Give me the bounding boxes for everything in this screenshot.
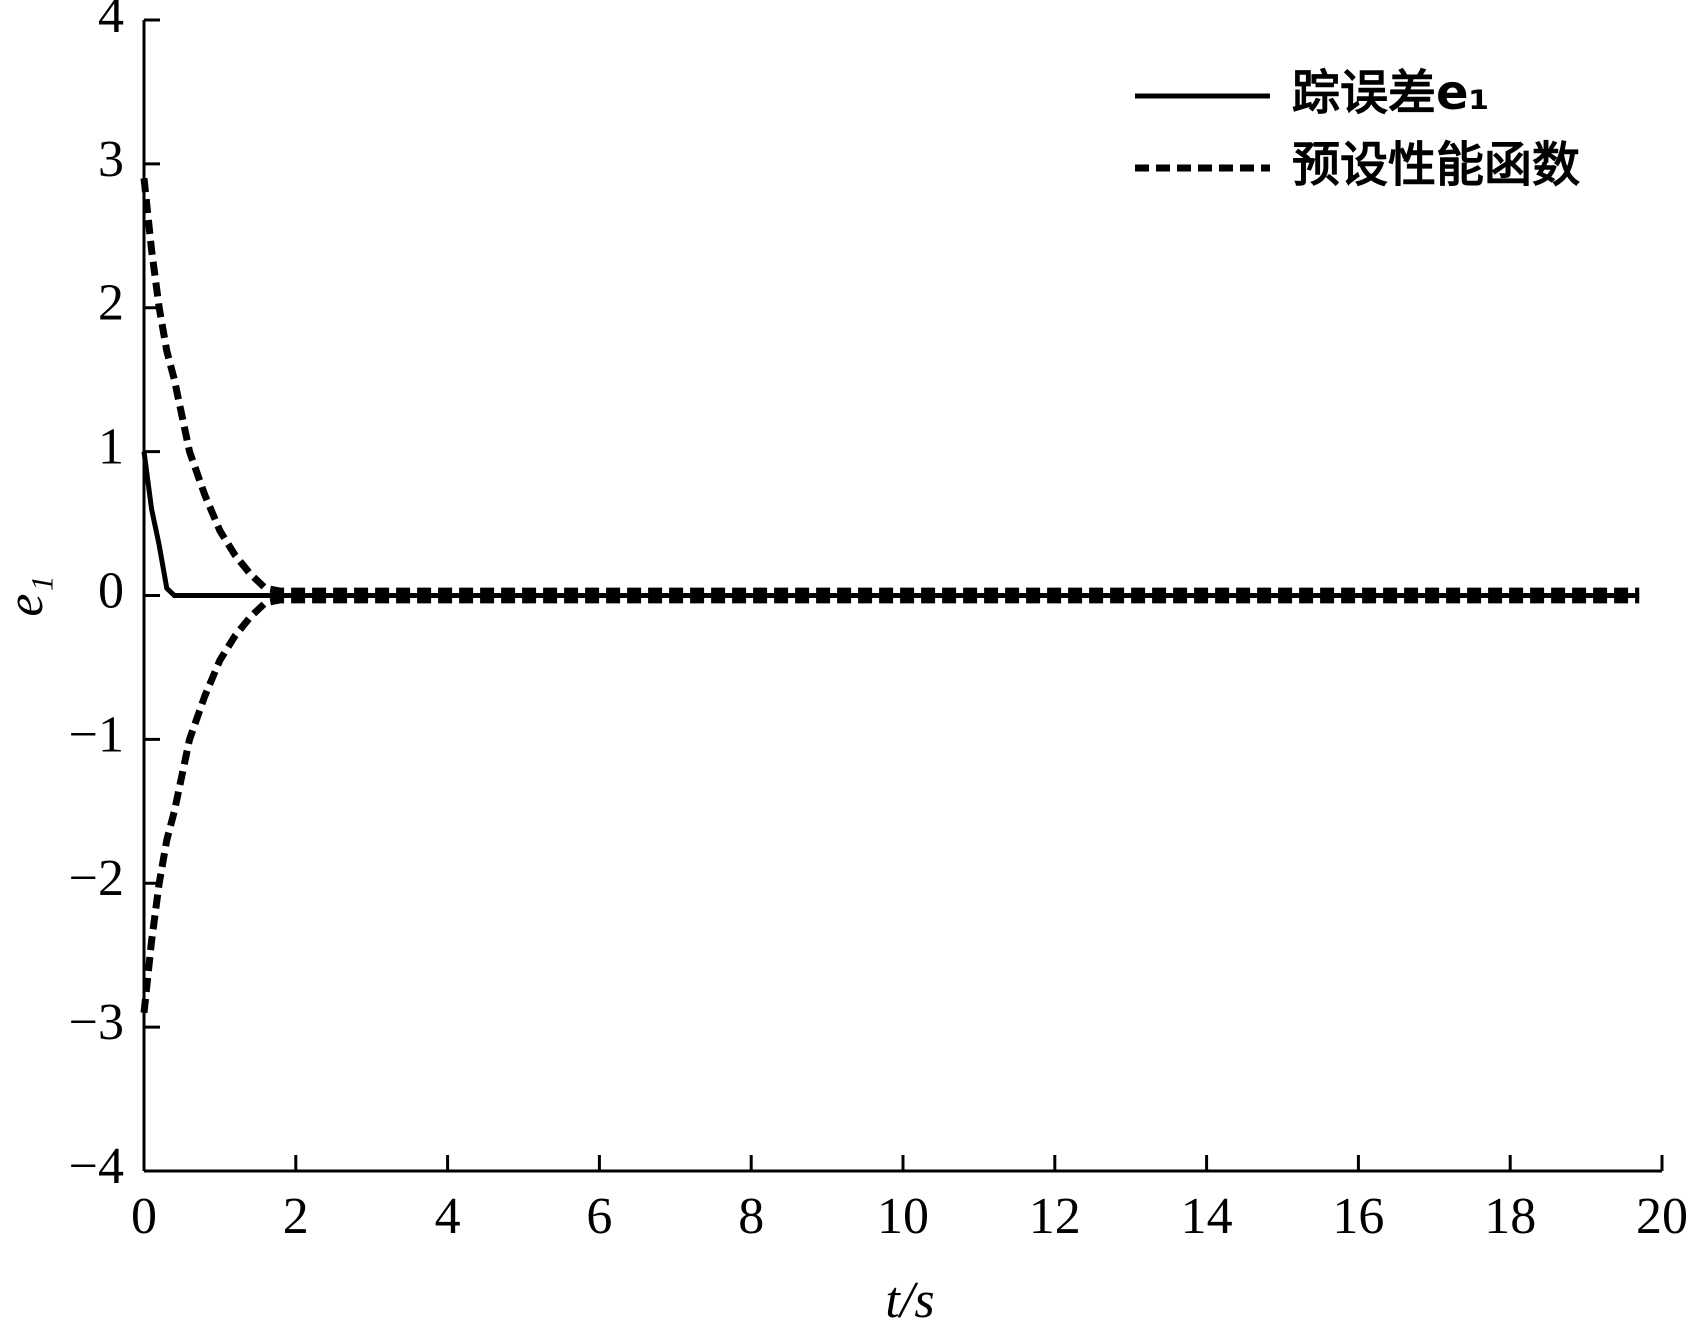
x-tick-label: 8 xyxy=(738,1188,764,1245)
x-tick-label: 12 xyxy=(1029,1188,1081,1245)
y-tick-label: −2 xyxy=(69,850,124,907)
y-tick-label: −4 xyxy=(69,1138,124,1195)
y-axis-label: e₁ xyxy=(0,575,54,616)
y-tick-label: 3 xyxy=(98,131,124,188)
x-axis-label: t/s xyxy=(885,1272,934,1329)
legend-label: 踪误差e₁ xyxy=(1292,65,1490,121)
y-tick-label: −1 xyxy=(69,706,124,763)
y-tick-label: −3 xyxy=(69,994,124,1051)
x-tick-label: 10 xyxy=(877,1188,929,1245)
x-tick-label: 20 xyxy=(1636,1188,1688,1245)
series-line xyxy=(141,451,1640,598)
x-tick-label: 14 xyxy=(1181,1188,1233,1245)
y-tick-label: 2 xyxy=(98,275,124,332)
y-tick-label: 0 xyxy=(98,562,124,619)
x-tick-label: 16 xyxy=(1332,1188,1384,1245)
series-line xyxy=(140,177,1640,595)
x-tick-label: 0 xyxy=(131,1188,157,1245)
x-tick-label: 18 xyxy=(1484,1188,1536,1245)
series-line xyxy=(140,596,1640,1014)
x-tick-label: 6 xyxy=(586,1188,612,1245)
y-tick-label: 4 xyxy=(98,0,124,44)
x-tick-label: 2 xyxy=(283,1188,309,1245)
legend-label: 预设性能函数 xyxy=(1292,137,1580,193)
x-tick-label: 4 xyxy=(435,1188,461,1245)
y-tick-label: 1 xyxy=(98,419,124,476)
